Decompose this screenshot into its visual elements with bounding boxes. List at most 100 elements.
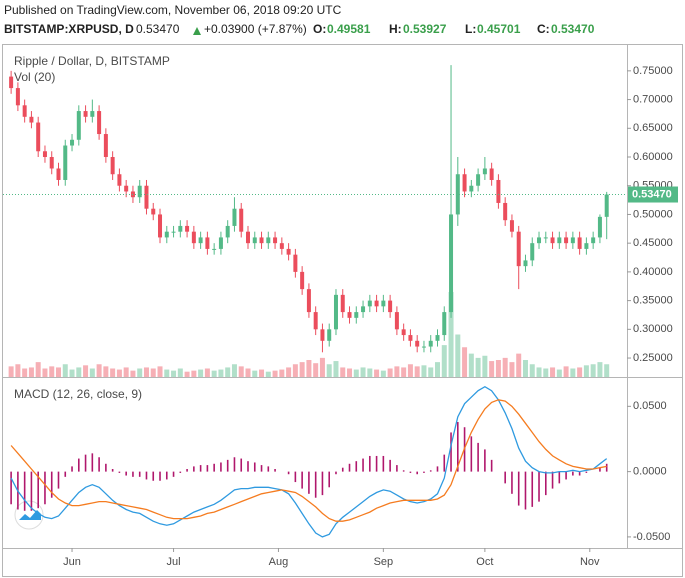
open-label: O: <box>313 22 326 36</box>
candle-body <box>164 231 169 238</box>
x-tick-label: Nov <box>580 556 600 568</box>
candle-body <box>584 243 589 249</box>
x-tick-label: Jul <box>167 556 181 568</box>
up-arrow <box>193 27 201 35</box>
volume-bar <box>69 369 75 377</box>
candle-body <box>151 208 156 215</box>
candle-body <box>252 237 257 244</box>
volume-bar <box>604 364 610 377</box>
candle-body <box>83 111 88 117</box>
candle-body <box>9 76 14 89</box>
volume-bar <box>191 370 197 377</box>
volume-bar <box>62 364 68 377</box>
volume-bar <box>157 366 163 377</box>
candle-body <box>15 88 20 106</box>
x-tick-label: Aug <box>269 556 289 568</box>
candle-body <box>117 174 122 186</box>
candle-body <box>597 216 602 238</box>
candle-body <box>503 202 508 221</box>
candle-body <box>76 111 81 140</box>
volume-bar <box>536 367 542 377</box>
volume-title: Vol (20) <box>14 70 55 84</box>
candle-body <box>381 300 386 307</box>
volume-bar <box>468 353 474 377</box>
volume-bar <box>83 365 89 377</box>
candle-body <box>144 185 149 209</box>
candle-body <box>56 168 61 180</box>
candle-body <box>591 237 596 244</box>
volume-bar <box>353 369 359 377</box>
volume-bar <box>421 365 427 377</box>
candle-body <box>232 208 237 226</box>
candle-body <box>415 340 420 347</box>
volume-bar <box>529 364 535 377</box>
close-label: C: <box>537 22 550 36</box>
candle-body <box>367 300 372 307</box>
candle-body <box>462 174 467 192</box>
macd-line <box>10 385 608 538</box>
volume-bar <box>462 347 468 377</box>
candle-body <box>340 294 345 313</box>
macd-title: MACD (12, 26, close, 9) <box>14 387 142 401</box>
volume-bar <box>347 368 353 377</box>
volume-bar <box>448 292 454 377</box>
volume-bar <box>272 370 278 377</box>
y-tick-label: -0.0500 <box>633 531 670 543</box>
y-tick-label: 0.30000 <box>633 323 673 335</box>
volume-bar <box>577 367 583 377</box>
series-title: Ripple / Dollar, D, BITSTAMP <box>14 54 170 68</box>
volume-bar <box>231 364 237 377</box>
low-label: L: <box>465 22 476 36</box>
candle-body <box>42 151 47 158</box>
volume-bar <box>28 367 34 377</box>
volume-bar <box>143 367 149 377</box>
volume-bar <box>89 368 95 377</box>
y-tick-label: 0.35000 <box>633 295 673 307</box>
candle-body <box>259 237 264 244</box>
volume-bar <box>123 367 129 377</box>
candle-body <box>435 335 440 341</box>
candle-body <box>469 185 474 192</box>
candle-body <box>279 243 284 249</box>
volume-bar <box>164 369 170 377</box>
candle-body <box>29 116 34 123</box>
candle-body <box>523 260 528 267</box>
x-tick-label: Sep <box>374 556 394 568</box>
volume-bar <box>502 357 508 377</box>
x-tick-label: Jun <box>63 556 81 568</box>
y-tick-label: 0.50000 <box>633 208 673 220</box>
candle-body <box>570 237 575 244</box>
candle-body <box>388 300 393 313</box>
candle-body <box>516 231 521 267</box>
candle-body <box>496 179 501 203</box>
volume-bar <box>306 360 312 377</box>
candle-body <box>401 329 406 336</box>
candle-body <box>191 231 196 244</box>
candle-body <box>103 134 108 158</box>
volume-bar <box>130 370 136 377</box>
candle-body <box>22 105 27 117</box>
volume-bar <box>252 370 258 377</box>
volume-bar <box>401 367 407 377</box>
volume-bar <box>597 362 603 377</box>
volume-bar <box>22 368 28 377</box>
candle-body <box>225 225 230 238</box>
volume-bar <box>380 370 386 377</box>
volume-bar <box>55 367 61 377</box>
candle-body <box>245 231 250 244</box>
candle-body <box>320 329 325 341</box>
volume-bar <box>583 365 589 377</box>
y-tick-label: 0.0500 <box>633 400 667 412</box>
volume-bar <box>265 371 271 377</box>
volume-bar <box>482 355 488 377</box>
volume-bar <box>360 367 366 377</box>
candle-body <box>90 111 95 117</box>
volume-bar <box>171 370 177 377</box>
high-label: H: <box>389 22 402 36</box>
candle-body <box>327 329 332 341</box>
volume-bar <box>225 367 231 377</box>
volume-bar <box>204 368 210 377</box>
volume-bar <box>42 368 48 377</box>
candle-body <box>158 214 163 238</box>
candle-body <box>36 122 41 152</box>
